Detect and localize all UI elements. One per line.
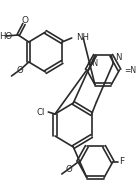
Text: F: F bbox=[119, 158, 125, 166]
Text: N: N bbox=[115, 53, 122, 62]
Text: O: O bbox=[17, 65, 23, 74]
Text: =N: =N bbox=[124, 65, 136, 74]
Text: O: O bbox=[65, 164, 72, 173]
Text: Cl: Cl bbox=[36, 107, 44, 116]
Text: =N: =N bbox=[86, 59, 98, 68]
Text: HO: HO bbox=[0, 32, 12, 41]
Text: NH: NH bbox=[76, 33, 90, 42]
Text: O: O bbox=[21, 15, 28, 24]
